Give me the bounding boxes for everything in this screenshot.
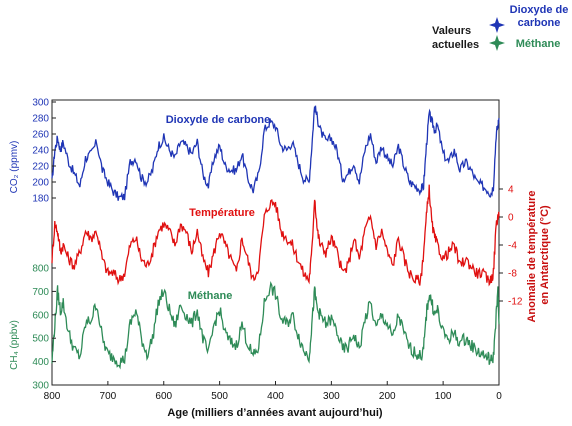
ch4-axis-title: CH₄ (ppbv) xyxy=(9,320,20,370)
temperature-axis-title: Anomalie de température en Antarctique (… xyxy=(526,187,551,322)
y-tick-label-2-3: 600 xyxy=(32,310,49,321)
y-tick-label-1-1: 0 xyxy=(508,213,514,224)
plot-frame xyxy=(51,99,500,386)
y-tick-label-2-4: 700 xyxy=(32,287,49,298)
y-tick-label-1-4: -12 xyxy=(508,297,523,308)
series-line-2 xyxy=(51,281,500,370)
x-tick-label-0: 800 xyxy=(44,391,61,402)
y-tick-label-0-3: 240 xyxy=(32,146,49,157)
co2-axis-title: CO₂ (ppmv) xyxy=(9,141,20,194)
ch4-current-marker xyxy=(489,35,505,51)
x-tick-label-3: 500 xyxy=(211,391,228,402)
x-tick-label-1: 700 xyxy=(100,391,117,402)
x-tick-label-5: 300 xyxy=(323,391,340,402)
y-tick-label-0-2: 220 xyxy=(32,162,49,173)
y-tick-label-1-2: -4 xyxy=(508,241,517,252)
legend-co2-label: Dioxyde de carbone xyxy=(509,4,569,29)
series-line-0 xyxy=(51,105,500,201)
x-tick-label-7: 100 xyxy=(435,391,452,402)
temperature-series-label: Température xyxy=(189,207,255,219)
y-tick-label-2-1: 400 xyxy=(32,357,49,368)
y-tick-label-2-2: 500 xyxy=(32,334,49,345)
series-line-1 xyxy=(51,184,500,287)
y-tick-label-0-5: 280 xyxy=(32,114,49,125)
co2-series-label: Dioxyde de carbone xyxy=(166,114,271,126)
ch4-series-label: Méthane xyxy=(188,290,233,302)
y-tick-label-0-4: 260 xyxy=(32,130,49,141)
x-tick-label-2: 600 xyxy=(155,391,172,402)
y-tick-label-1-3: -8 xyxy=(508,269,517,280)
y-tick-label-0-0: 180 xyxy=(32,194,49,205)
x-axis-title: Age (milliers d’années avant aujourd’hui… xyxy=(167,407,382,419)
y-tick-label-2-0: 300 xyxy=(32,381,49,392)
legend-ch4-label: Méthane xyxy=(515,38,561,50)
x-tick-label-4: 400 xyxy=(267,391,284,402)
y-tick-label-0-6: 300 xyxy=(32,98,49,109)
legend-title: Valeurs actuelles xyxy=(432,25,480,51)
y-tick-label-0-1: 200 xyxy=(32,178,49,189)
x-tick-label-8: 0 xyxy=(496,391,502,402)
y-tick-label-1-0: 4 xyxy=(508,185,514,196)
x-tick-label-6: 200 xyxy=(379,391,396,402)
y-tick-label-2-5: 800 xyxy=(32,264,49,275)
co2-current-marker xyxy=(489,17,505,33)
